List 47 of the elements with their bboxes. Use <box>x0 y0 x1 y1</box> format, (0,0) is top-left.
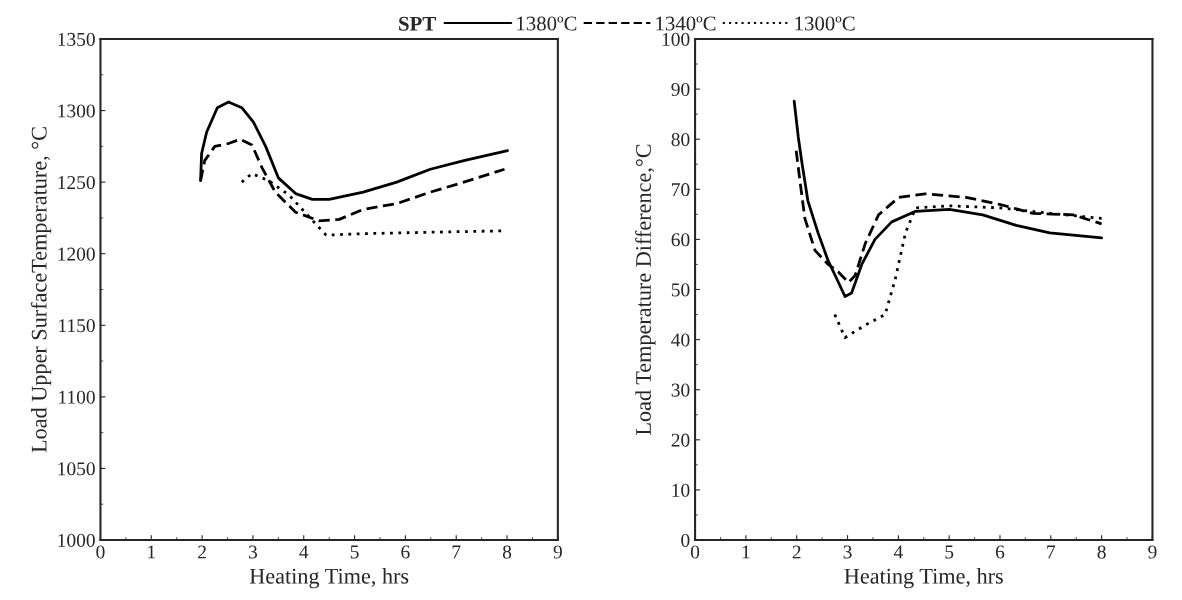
y-tick-label: 1150 <box>59 319 95 333</box>
legend-label: 1300ºC <box>795 16 855 31</box>
x-tick-label: 2 <box>198 545 206 559</box>
x-tick-label: 8 <box>502 545 512 559</box>
y-tick-label: 1200 <box>58 247 95 261</box>
legend-title: SPT <box>399 16 436 31</box>
legend-label: 1380ºC <box>517 16 577 31</box>
x-tick-label: 2 <box>792 545 801 559</box>
y-tick-label: 40 <box>671 333 690 347</box>
x-tick-label: 4 <box>893 545 903 559</box>
x-tick-label: 5 <box>945 545 954 559</box>
y-tick-label: 1250 <box>58 175 95 190</box>
x-tick-label: 8 <box>1097 545 1106 559</box>
x-tick-label: 9 <box>1148 545 1157 559</box>
y-tick-label: 20 <box>671 433 690 447</box>
y-tick-label: 80 <box>671 133 690 147</box>
x-tick-label: 7 <box>1047 545 1056 559</box>
x-tick-label: 0 <box>96 545 105 559</box>
x-tick-label: 0 <box>690 545 700 559</box>
y-axis-title: Load Temperature Difference,°C <box>635 144 656 435</box>
y-tick-label: 10 <box>672 483 690 497</box>
y-tick-label: 100 <box>662 32 690 46</box>
x-tick-label: 1 <box>742 545 750 559</box>
x-tick-label: 9 <box>553 545 562 559</box>
x-tick-label: 1 <box>148 545 155 559</box>
x-tick-label: 5 <box>350 545 359 559</box>
x-tick-label: 3 <box>843 545 852 559</box>
y-tick-label: 30 <box>671 383 690 397</box>
y-tick-label: 1350 <box>58 32 95 46</box>
x-tick-label: 3 <box>249 545 258 559</box>
x-tick-label: 6 <box>995 545 1005 559</box>
y-axis-title: Load Upper SurfaceTemperature, °C <box>30 127 52 453</box>
y-tick-label: 1100 <box>59 390 95 404</box>
x-tick-label: 4 <box>299 545 309 559</box>
y-tick-label: 50 <box>671 283 690 297</box>
y-tick-label: 70 <box>672 183 690 197</box>
x-tick-label: 6 <box>401 545 410 559</box>
y-tick-label: 1300 <box>58 104 95 118</box>
x-axis-title: Heating Time, hrs <box>844 568 1003 589</box>
y-tick-label: 1000 <box>58 533 95 547</box>
y-tick-label: 0 <box>681 533 690 547</box>
x-tick-label: 7 <box>452 545 461 559</box>
legend-label: 1340ºC <box>656 16 716 31</box>
y-tick-label: 90 <box>671 82 690 97</box>
y-tick-label: 60 <box>671 233 690 247</box>
y-tick-label: 1050 <box>58 462 95 476</box>
x-axis-title: Heating Time, hrs <box>249 568 409 589</box>
